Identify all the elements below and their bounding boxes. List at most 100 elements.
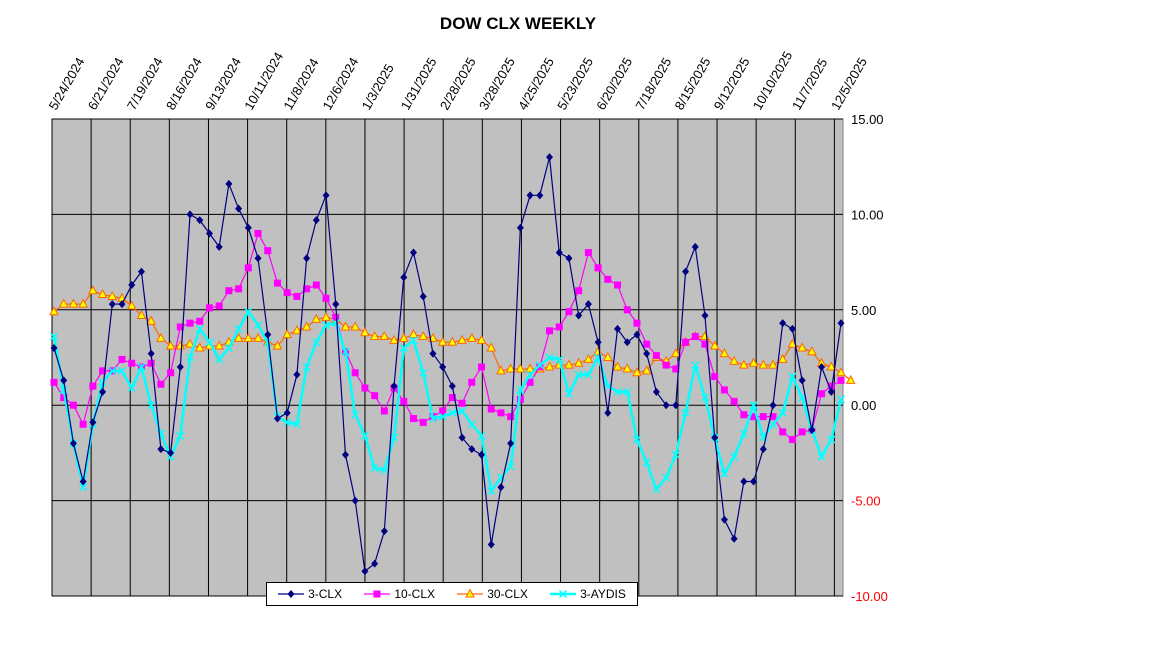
data-point [507, 439, 515, 448]
data-point [466, 332, 477, 342]
data-point [399, 343, 408, 352]
data-point [194, 342, 205, 352]
data-point [137, 363, 146, 372]
data-point [215, 302, 223, 310]
data-point [235, 204, 243, 213]
data-point [49, 332, 59, 341]
data-point [506, 462, 515, 471]
data-point [69, 401, 77, 409]
data-point [235, 285, 243, 293]
legend-item: 30-CLX [457, 587, 528, 601]
data-point [322, 191, 330, 200]
data-point [682, 338, 690, 346]
data-point [157, 380, 165, 388]
data-point [826, 361, 837, 371]
data-point [749, 401, 758, 410]
data-point [769, 413, 777, 421]
y-tick-label: -10.00 [851, 589, 888, 604]
data-point [536, 363, 544, 371]
legend-swatch [457, 589, 484, 598]
legend: 3-CLX 10-CLX 30-CLX 3-AYDIS [266, 582, 638, 606]
y-tick-label: 0.00 [851, 398, 876, 413]
data-point [487, 405, 495, 413]
data-point [750, 413, 758, 421]
data-point [225, 287, 233, 295]
data-point [303, 254, 311, 263]
data-point [89, 382, 97, 390]
data-point [88, 285, 98, 295]
data-point [468, 445, 476, 454]
data-point [311, 313, 322, 323]
data-point [389, 334, 399, 344]
data-point [662, 473, 671, 482]
data-point [438, 412, 447, 421]
data-point [458, 433, 466, 442]
data-point [146, 315, 156, 325]
data-point [559, 589, 568, 599]
data-point [398, 332, 409, 342]
data-point [322, 321, 331, 330]
data-point [373, 590, 381, 598]
data-point [526, 191, 534, 200]
data-point [244, 307, 253, 316]
data-point [612, 361, 623, 371]
data-point [79, 420, 87, 428]
chart-title: DOW CLX WEEKLY [439, 14, 597, 33]
data-point [711, 433, 719, 442]
data-point [730, 397, 738, 405]
data-point [652, 485, 661, 494]
data-point [78, 298, 88, 308]
y-tick-label: 15.00 [851, 112, 884, 127]
data-point [740, 411, 748, 419]
data-point [167, 369, 175, 377]
data-point [748, 357, 759, 367]
data-point [681, 408, 690, 417]
data-point [632, 435, 641, 444]
data-point [371, 392, 379, 400]
data-point [672, 401, 680, 410]
data-point [496, 365, 506, 375]
data-point [584, 370, 593, 379]
data-point [117, 366, 127, 375]
data-point [604, 408, 612, 417]
data-point [205, 229, 213, 238]
data-point [350, 321, 361, 331]
data-point [497, 409, 505, 417]
data-point [390, 433, 399, 442]
data-point [672, 365, 680, 373]
data-point [623, 306, 631, 314]
data-point [613, 387, 622, 396]
data-point [477, 431, 486, 440]
data-point [360, 431, 369, 440]
data-point [292, 325, 302, 335]
data-point [60, 394, 68, 402]
data-point [50, 378, 58, 386]
data-point [351, 496, 359, 505]
data-point [303, 285, 311, 293]
y-tick-label: 5.00 [851, 303, 876, 318]
data-point [739, 429, 748, 438]
x-tick-label: 11/7/2025 [789, 56, 830, 113]
series-line [52, 309, 843, 495]
data-point [390, 382, 398, 391]
data-point [302, 363, 311, 372]
x-tick-label: 1/31/2025 [398, 55, 440, 113]
data-point [691, 242, 699, 251]
legend-label: 10-CLX [394, 587, 435, 601]
data-point [428, 414, 437, 423]
data-point [507, 413, 515, 421]
x-tick-label: 3/28/2025 [476, 55, 518, 113]
data-point [720, 469, 729, 478]
data-point [497, 483, 505, 492]
data-point [487, 487, 496, 496]
data-point [564, 389, 573, 398]
data-point [730, 452, 739, 461]
data-point [196, 216, 204, 225]
series-line [53, 231, 842, 441]
data-point [176, 363, 184, 372]
x-tick-label: 6/21/2024 [85, 55, 127, 113]
data-point [633, 330, 641, 339]
data-point [516, 385, 525, 394]
data-point [361, 384, 369, 392]
data-point [545, 353, 554, 362]
